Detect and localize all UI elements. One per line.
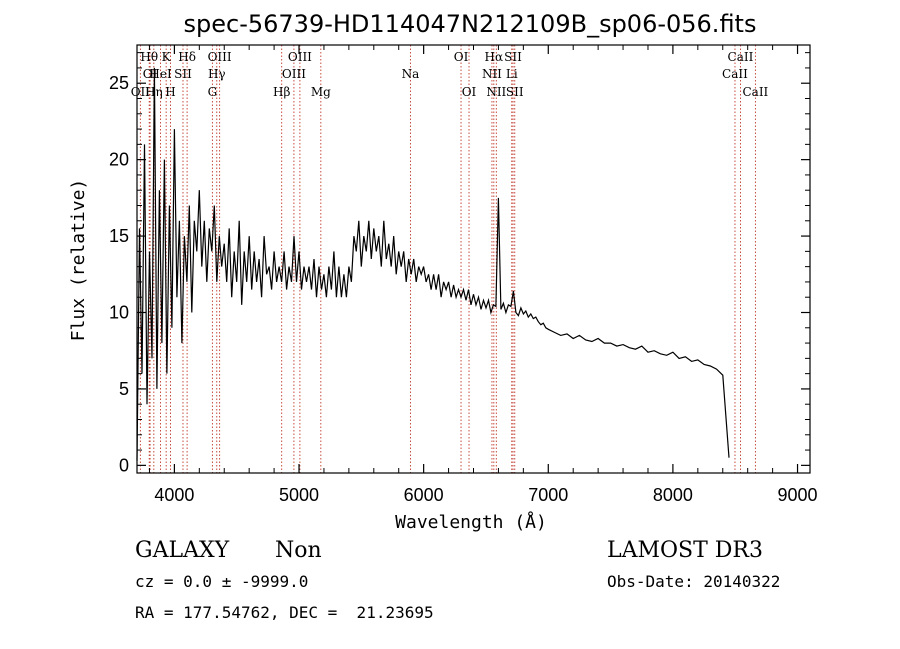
x-tick-label: 6000	[404, 485, 444, 505]
observation-date: Obs-Date: 20140322	[607, 572, 781, 591]
y-tick-label: 0	[119, 455, 129, 475]
line-marker-label: CaII	[722, 67, 748, 81]
line-marker-label: Hγ	[208, 67, 226, 81]
line-marker-label: NII	[482, 67, 502, 81]
line-marker-label: SII	[504, 50, 522, 64]
line-marker-label: NII	[486, 85, 506, 99]
spectrum-series	[136, 67, 730, 461]
y-tick-label: 25	[109, 73, 129, 93]
line-marker-label: Hθ	[140, 50, 158, 64]
x-tick-label: 4000	[154, 485, 194, 505]
redshift-line: cz = 0.0 ± -9999.0	[135, 572, 309, 591]
y-tick-label: 15	[109, 226, 129, 246]
x-tick-label: 7000	[528, 485, 568, 505]
object-subclass: Non	[275, 538, 322, 563]
line-marker-label: Li	[506, 67, 518, 81]
y-tick-label: 10	[109, 303, 129, 323]
y-tick-label: 5	[119, 379, 129, 399]
ra-dec-coordinates: RA = 177.54762, DEC = 21.23695	[135, 603, 434, 622]
y-axis-label: Flux (relative)	[68, 179, 89, 342]
line-marker-label: OIII	[208, 50, 232, 64]
y-tick-labels: 0 5 10 15 20 25	[109, 73, 129, 475]
object-class: GALAXY	[135, 538, 230, 563]
x-tick-label: 8000	[653, 485, 693, 505]
line-marker-label: CaII	[728, 50, 754, 64]
x-tick-labels: 4000 5000 6000 7000 8000 9000	[154, 485, 817, 505]
line-marker-label: OI	[454, 50, 469, 64]
emission-line-markers	[139, 45, 756, 473]
line-marker-label: OII	[131, 85, 151, 99]
line-marker-label: H	[165, 85, 175, 99]
line-marker-label: SII	[174, 67, 192, 81]
line-marker-label: OI	[462, 85, 477, 99]
x-tick-label: 9000	[778, 485, 818, 505]
axis-ticks	[137, 45, 810, 473]
line-marker-label: Na	[402, 67, 420, 81]
line-marker-label: HeI	[149, 67, 172, 81]
line-marker-label: CaII	[742, 85, 768, 99]
chart-title: spec-56739-HD114047N212109B_sp06-056.fit…	[184, 10, 757, 38]
line-marker-label: Mg	[311, 85, 331, 99]
line-marker-label: OIII	[282, 67, 306, 81]
line-marker-label: OIII	[288, 50, 312, 64]
line-marker-label: K	[162, 50, 172, 64]
survey-name: LAMOST DR3	[607, 538, 763, 563]
x-tick-label: 5000	[279, 485, 319, 505]
line-marker-label: Hα	[485, 50, 504, 64]
line-marker-label: Hδ	[178, 50, 196, 64]
x-axis-label: Wavelength (Å)	[395, 511, 547, 533]
line-marker-label: SII	[506, 85, 524, 99]
y-tick-label: 20	[109, 150, 129, 170]
line-marker-label: G	[208, 85, 218, 99]
line-marker-label: Hβ	[273, 85, 290, 99]
